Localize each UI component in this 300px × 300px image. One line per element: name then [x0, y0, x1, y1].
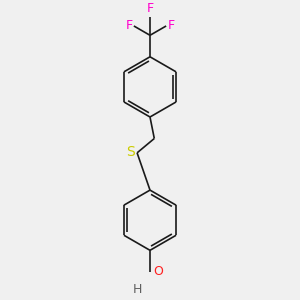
Text: S: S	[126, 145, 135, 159]
Text: F: F	[168, 20, 175, 32]
Text: H: H	[132, 283, 142, 296]
Text: F: F	[125, 20, 132, 32]
Text: F: F	[146, 2, 154, 15]
Text: O: O	[153, 265, 163, 278]
